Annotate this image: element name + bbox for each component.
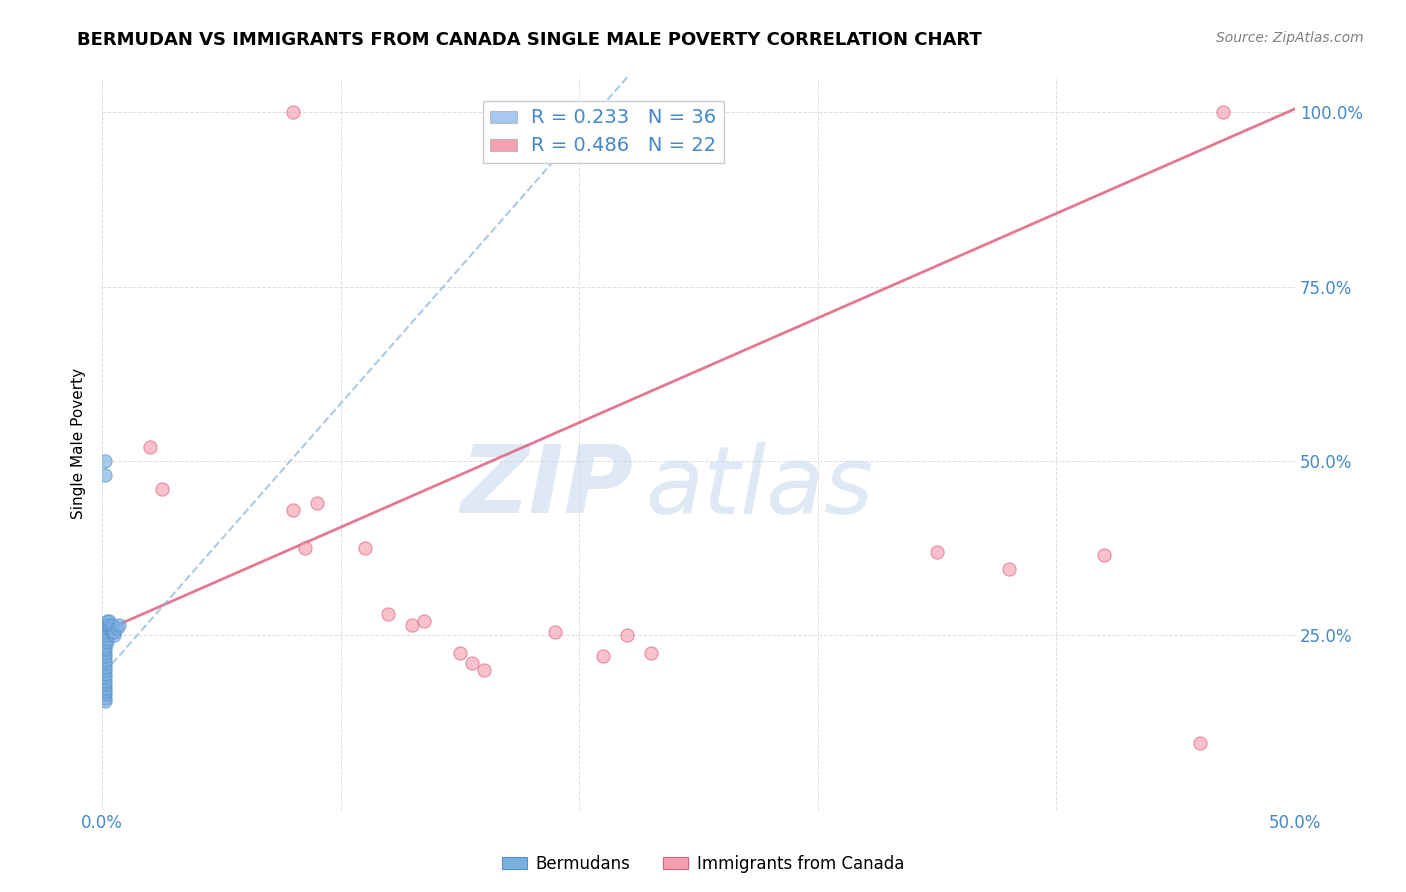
- Point: [616, 628, 638, 642]
- Point: [927, 544, 949, 558]
- Point: [98, 615, 121, 629]
- Point: [96, 632, 118, 646]
- Point: [93, 652, 115, 666]
- Point: [413, 615, 436, 629]
- Point: [93, 684, 115, 698]
- Text: atlas: atlas: [645, 442, 873, 533]
- Point: [96, 628, 118, 642]
- Point: [150, 482, 173, 496]
- Point: [93, 694, 115, 708]
- Point: [96, 615, 118, 629]
- Point: [93, 677, 115, 691]
- Point: [93, 642, 115, 657]
- Point: [93, 688, 115, 702]
- Point: [93, 663, 115, 677]
- Point: [96, 617, 118, 632]
- Point: [98, 621, 121, 635]
- Point: [100, 624, 122, 639]
- Point: [281, 502, 304, 516]
- Point: [108, 617, 131, 632]
- Point: [103, 628, 125, 642]
- Point: [93, 639, 115, 653]
- Point: [401, 617, 423, 632]
- Text: ZIP: ZIP: [460, 442, 633, 533]
- Point: [592, 649, 614, 664]
- Point: [100, 617, 122, 632]
- Point: [281, 105, 304, 120]
- Point: [93, 656, 115, 670]
- Point: [305, 496, 328, 510]
- Point: [98, 617, 121, 632]
- Point: [449, 646, 471, 660]
- Point: [93, 467, 115, 482]
- Point: [139, 440, 162, 454]
- Point: [294, 541, 316, 555]
- Point: [997, 562, 1019, 576]
- Point: [93, 673, 115, 688]
- Point: [93, 454, 115, 468]
- Point: [93, 666, 115, 681]
- Point: [93, 649, 115, 664]
- Point: [640, 646, 662, 660]
- Point: [93, 681, 115, 695]
- Point: [103, 624, 125, 639]
- Point: [93, 646, 115, 660]
- Point: [93, 659, 115, 673]
- Point: [1188, 736, 1211, 750]
- Point: [105, 621, 128, 635]
- Text: BERMUDAN VS IMMIGRANTS FROM CANADA SINGLE MALE POVERTY CORRELATION CHART: BERMUDAN VS IMMIGRANTS FROM CANADA SINGL…: [77, 31, 981, 49]
- Point: [93, 670, 115, 684]
- Point: [96, 635, 118, 649]
- Point: [1092, 548, 1115, 562]
- Point: [544, 624, 567, 639]
- Text: Source: ZipAtlas.com: Source: ZipAtlas.com: [1216, 31, 1364, 45]
- Point: [100, 621, 122, 635]
- Point: [1212, 105, 1234, 120]
- Point: [377, 607, 399, 622]
- Point: [461, 656, 484, 670]
- Y-axis label: Single Male Poverty: Single Male Poverty: [72, 368, 86, 519]
- Point: [472, 663, 495, 677]
- Point: [93, 690, 115, 705]
- Point: [353, 541, 375, 555]
- Point: [96, 624, 118, 639]
- Legend: R = 0.233   N = 36, R = 0.486   N = 22: R = 0.233 N = 36, R = 0.486 N = 22: [482, 101, 724, 162]
- Legend: Bermudans, Immigrants from Canada: Bermudans, Immigrants from Canada: [495, 848, 911, 880]
- Point: [96, 621, 118, 635]
